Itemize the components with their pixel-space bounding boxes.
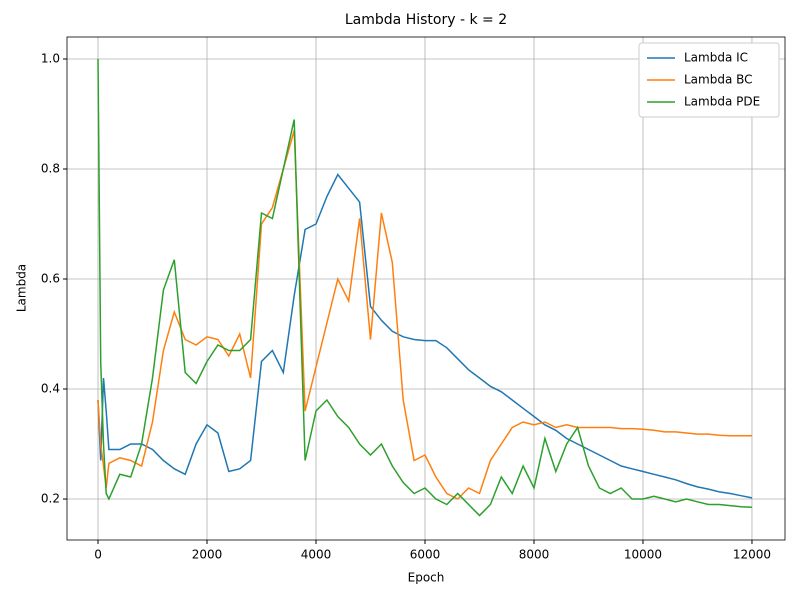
y-tick-label: 0.8 bbox=[41, 162, 60, 176]
chart-title: Lambda History - k = 2 bbox=[345, 12, 507, 28]
x-tick-label: 6000 bbox=[410, 548, 441, 562]
x-axis-label: Epoch bbox=[408, 571, 445, 585]
series-line bbox=[97, 58, 753, 517]
x-tick-label: 0 bbox=[94, 548, 102, 562]
legend-box bbox=[638, 42, 780, 118]
x-tick-label: 8000 bbox=[519, 548, 550, 562]
y-tick-label: 1.0 bbox=[41, 52, 60, 66]
x-tick-label: 12000 bbox=[733, 548, 771, 562]
legend-label: Lambda BC bbox=[684, 73, 753, 87]
y-tick-label: 0.4 bbox=[41, 382, 60, 396]
y-tick-label: 0.6 bbox=[41, 272, 60, 286]
y-axis-label: Lambda bbox=[15, 264, 29, 312]
x-tick-label: 10000 bbox=[624, 548, 662, 562]
series-line bbox=[97, 173, 753, 499]
plot-frame bbox=[66, 36, 786, 541]
legend-label: Lambda PDE bbox=[684, 95, 760, 109]
legend-label: Lambda IC bbox=[684, 51, 748, 65]
series-line bbox=[97, 130, 752, 500]
x-tick-label: 4000 bbox=[301, 548, 332, 562]
y-tick-label: 0.2 bbox=[41, 492, 60, 506]
x-tick-label: 2000 bbox=[192, 548, 223, 562]
